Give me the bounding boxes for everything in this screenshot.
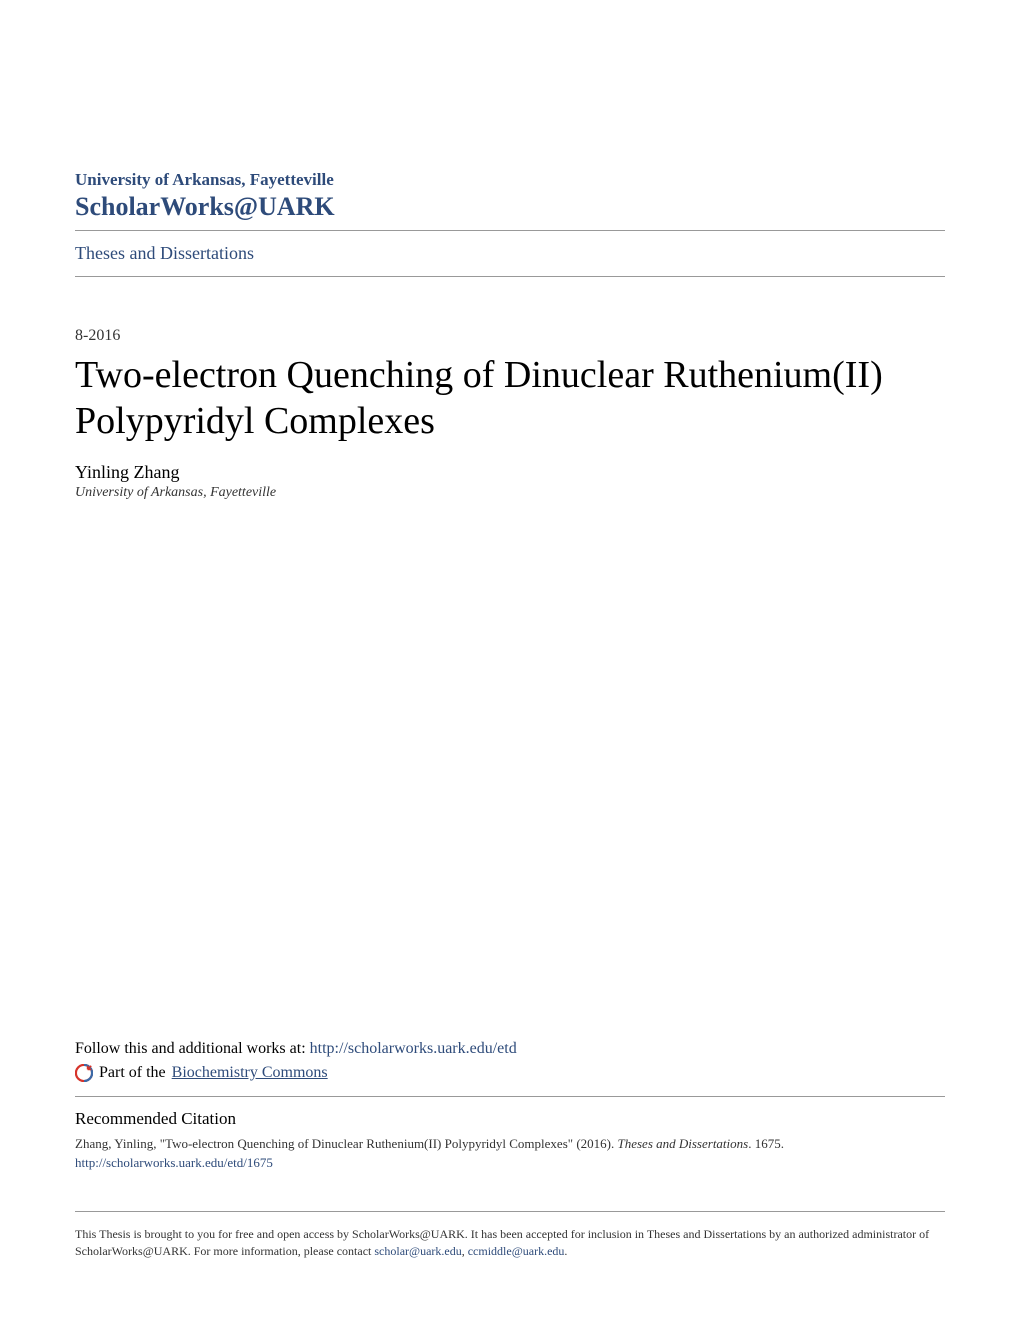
document-title: Two-electron Quenching of Dinuclear Ruth… (75, 353, 945, 444)
part-of-prefix: Part of the (99, 1064, 166, 1082)
part-of-line: Part of the Biochemistry Commons (75, 1064, 945, 1082)
author-affiliation: University of Arkansas, Fayetteville (75, 485, 945, 501)
citation-prefix: Zhang, Yinling, "Two-electron Quenching … (75, 1136, 617, 1151)
footer-suffix: . (564, 1244, 567, 1258)
institution-name: University of Arkansas, Fayetteville (75, 170, 945, 190)
follow-line: Follow this and additional works at: htt… (75, 1040, 945, 1058)
author-name: Yinling Zhang (75, 462, 945, 483)
commons-link[interactable]: Biochemistry Commons (172, 1064, 328, 1082)
contact-email-2[interactable]: ccmiddle@uark.edu (468, 1244, 565, 1258)
footer-text: This Thesis is brought to you for free a… (75, 1226, 945, 1260)
date-label: 8-2016 (75, 327, 945, 345)
citation-heading: Recommended Citation (75, 1109, 945, 1129)
collection-link[interactable]: Theses and Dissertations (75, 231, 945, 276)
header-block: University of Arkansas, Fayetteville Sch… (75, 170, 945, 222)
network-icon (75, 1064, 93, 1082)
citation-series: Theses and Dissertations (617, 1136, 748, 1151)
citation-link[interactable]: http://scholarworks.uark.edu/etd/1675 (75, 1155, 945, 1171)
citation-suffix: . 1675. (748, 1136, 784, 1151)
follow-prefix: Follow this and additional works at: (75, 1040, 310, 1057)
bottom-section: Follow this and additional works at: htt… (75, 1040, 945, 1260)
citation-text: Zhang, Yinling, "Two-electron Quenching … (75, 1135, 945, 1153)
divider-footer (75, 1211, 945, 1212)
scholarworks-title[interactable]: ScholarWorks@UARK (75, 192, 945, 222)
contact-email-1[interactable]: scholar@uark.edu (374, 1244, 461, 1258)
divider-collection (75, 276, 945, 277)
divider-citation (75, 1096, 945, 1097)
follow-url-link[interactable]: http://scholarworks.uark.edu/etd (310, 1040, 517, 1057)
